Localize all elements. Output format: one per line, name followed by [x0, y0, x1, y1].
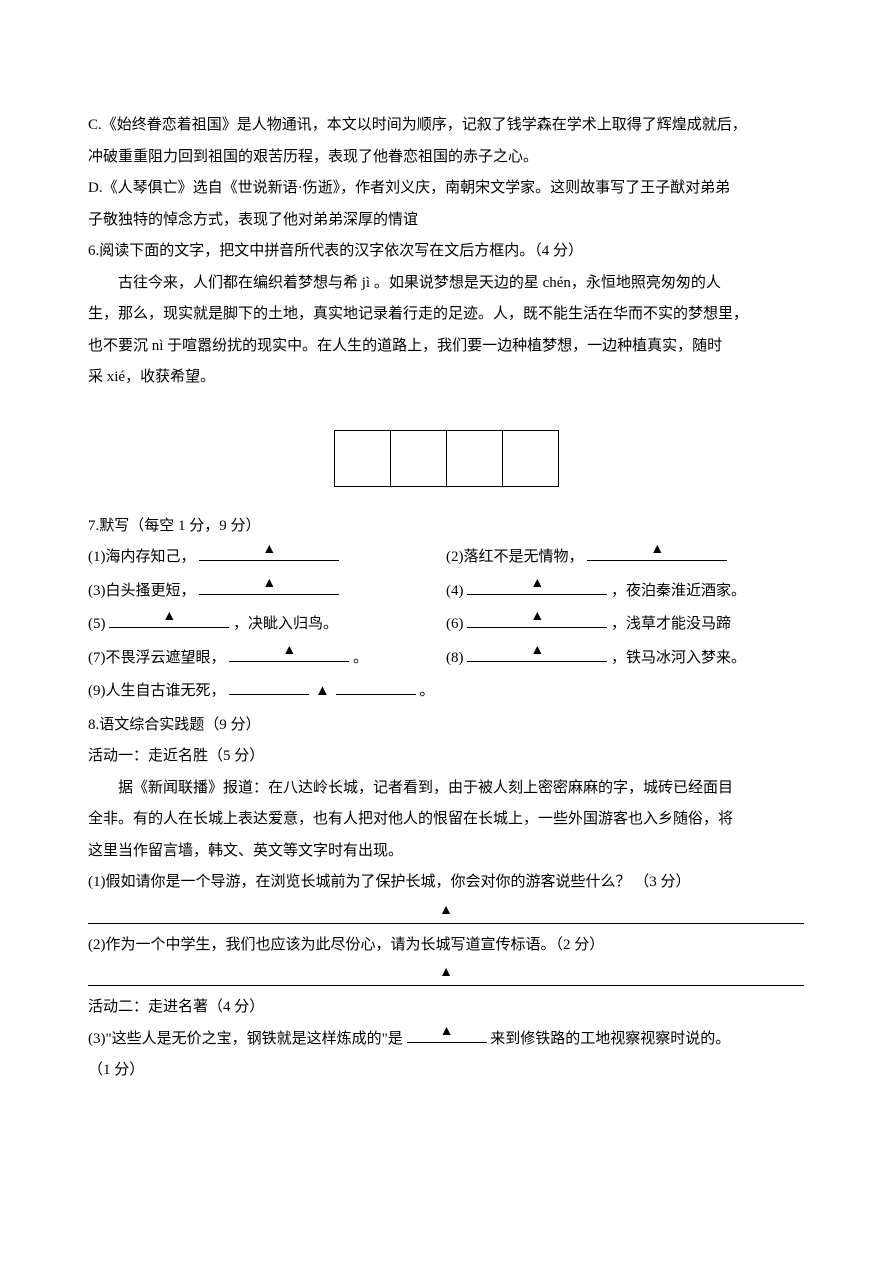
q8-act1: 活动一：走近名胜（5 分）: [88, 741, 804, 773]
q7-8a: (8): [446, 650, 464, 666]
option-d-line2: 子敬独特的悼念方式，表现了他对弟弟深厚的情谊: [88, 205, 804, 237]
q6-body3: 也不要沉 nì 于喧嚣纷扰的现实中。在人生的道路上，我们要一边种植梦想，一边种植…: [88, 331, 804, 363]
q7-6a: (6): [446, 616, 464, 632]
q7-3-blank[interactable]: ▲: [199, 578, 339, 595]
option-c-line2: 冲破重重阻力回到祖国的艰苦历程，表现了他眷恋祖国的赤子之心。: [88, 142, 804, 174]
option-c-line1: 《始终眷恋着祖国》是人物通讯，本文以时间为顺序，记叙了钱学森在学术上取得了辉煌成…: [102, 117, 747, 133]
q8-sub1: (1)假如请你是一个导游，在浏览长城前为了保护长城，你会对你的游客说些什么？ （…: [88, 867, 804, 899]
triangle-icon: ▲: [439, 958, 453, 987]
q7-2-blank[interactable]: ▲: [587, 545, 727, 562]
q8-body3: 这里当作留言墙，韩文、英文等文字时有出现。: [88, 836, 804, 868]
q8-sub3b: 来到修铁路的工地视察视察时说的。: [490, 1031, 730, 1047]
q7-1-blank[interactable]: ▲: [199, 545, 339, 562]
q6-body4: 采 xié，收获希望。: [88, 362, 804, 394]
q7-7b: 。: [353, 650, 368, 666]
q7-5a: (5): [88, 616, 106, 632]
q7-6b: ，浅草才能没马蹄: [611, 616, 731, 632]
answer-box-3[interactable]: [446, 430, 502, 486]
q7-8-blank[interactable]: ▲: [467, 645, 607, 662]
q8-body1: 据《新闻联播》报道：在八达岭长城，记者看到，由于被人刻上密密麻麻的字，城砖已经面…: [88, 773, 804, 805]
answer-box-4[interactable]: [502, 430, 558, 486]
q7-3: (3)白头搔更短，: [88, 583, 196, 599]
q6-body1: 古往今来，人们都在编织着梦想与希 jì 。如果说梦想是天边的星 chén，永恒地…: [88, 268, 804, 300]
option-c-label: C.: [88, 117, 102, 133]
q7-2: (2)落红不是无情物，: [446, 549, 584, 565]
q7-7a: (7)不畏浮云遮望眼，: [88, 650, 226, 666]
q8-sub3-blank[interactable]: ▲: [407, 1026, 487, 1043]
option-c: C.《始终眷恋着祖国》是人物通讯，本文以时间为顺序，记叙了钱学森在学术上取得了辉…: [88, 110, 804, 142]
q7-4b: ，夜泊秦淮近酒家。: [611, 583, 746, 599]
q6-body2: 生，那么，现实就是脚下的土地，真实地记录着行走的足迹。人，既不能生活在华而不实的…: [88, 299, 804, 331]
q7-4a: (4): [446, 583, 464, 599]
option-d-label: D.: [88, 180, 103, 196]
triangle-icon: ▲: [439, 895, 453, 924]
triangle-icon: ▲: [530, 636, 544, 665]
q7-9b: 。: [419, 683, 434, 699]
triangle-icon: ▲: [530, 602, 544, 631]
q7-6-blank[interactable]: ▲: [467, 612, 607, 629]
triangle-icon: ▲: [313, 683, 332, 699]
option-d-line1: 《人琴俱亡》选自《世说新语·伤逝》，作者刘义庆，南朝宋文学家。这则故事写了王子猷…: [103, 180, 731, 196]
q8-prompt: 8.语文综合实践题（9 分）: [88, 710, 804, 742]
q8-sub2-answer[interactable]: ▲: [88, 965, 804, 986]
q8-sub3a: (3)"这些人是无价之宝，钢铁就是这样炼成的"是: [88, 1031, 403, 1047]
q7-7-blank[interactable]: ▲: [229, 645, 349, 662]
q7-9-blank-b[interactable]: [336, 679, 416, 696]
q7-4-blank[interactable]: ▲: [467, 578, 607, 595]
q8-sub3c: （1 分）: [88, 1055, 804, 1087]
answer-box-2[interactable]: [390, 430, 446, 486]
triangle-icon: ▲: [282, 636, 296, 665]
q7-5b: ，决眦入归鸟。: [233, 616, 338, 632]
option-d: D.《人琴俱亡》选自《世说新语·伤逝》，作者刘义庆，南朝宋文学家。这则故事写了王…: [88, 173, 804, 205]
triangle-icon: ▲: [650, 535, 664, 564]
q7-9-blank-a[interactable]: [229, 679, 309, 696]
q8-body2: 全非。有的人在长城上表达爱意，也有人把对他人的恨留在长城上，一些外国游客也入乡随…: [88, 804, 804, 836]
q7-9a: (9)人生自古谁无死，: [88, 683, 226, 699]
q8-sub3: (3)"这些人是无价之宝，钢铁就是这样炼成的"是 ▲ 来到修铁路的工地视察视察时…: [88, 1024, 804, 1056]
q7-1: (1)海内存知己，: [88, 549, 196, 565]
triangle-icon: ▲: [262, 569, 276, 598]
q7-prompt: 7.默写（每空 1 分，9 分）: [88, 511, 804, 543]
q6-prompt: 6.阅读下面的文字，把文中拼音所代表的汉字依次写在文后方框内。（4 分）: [88, 236, 804, 268]
triangle-icon: ▲: [162, 602, 176, 631]
q8-sub2: (2)作为一个中学生，我们也应该为此尽份心，请为长城写道宣传标语。（2 分）: [88, 930, 804, 962]
q7-5-blank[interactable]: ▲: [109, 612, 229, 629]
triangle-icon: ▲: [262, 535, 276, 564]
triangle-icon: ▲: [440, 1017, 454, 1046]
q8-sub1-answer[interactable]: ▲: [88, 903, 804, 924]
answer-box-row: [88, 430, 804, 487]
q7-8b: ，铁马冰河入梦来。: [611, 650, 746, 666]
triangle-icon: ▲: [530, 569, 544, 598]
answer-box-1[interactable]: [334, 430, 390, 486]
